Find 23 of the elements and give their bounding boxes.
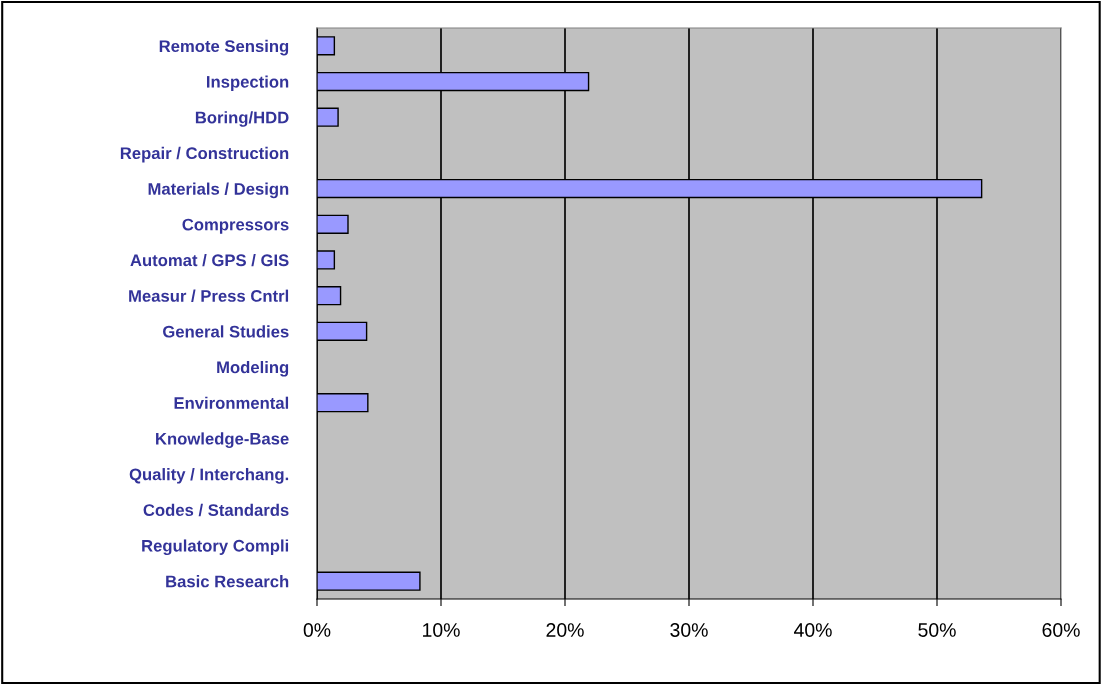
y-tick-label: Codes / Standards: [143, 503, 289, 517]
x-tick-label: 60%: [1042, 623, 1080, 637]
y-tick-label: Automat / GPS / GIS: [130, 253, 289, 267]
y-tick-label: Remote Sensing: [159, 39, 289, 56]
x-tick-label: 10%: [423, 623, 460, 637]
y-tick-label: Basic Research: [166, 575, 289, 588]
x-tick-label: 30%: [670, 623, 708, 637]
y-tick-label: Repair / Construction: [120, 146, 289, 163]
y-tick-label: Environmental: [174, 396, 289, 409]
y-tick-label: Modeling: [217, 360, 289, 377]
y-tick-label: Measur / Press Cntrl: [129, 289, 289, 303]
y-tick-label: Inspection: [207, 75, 289, 92]
y-tick-label: Regulatory Compli: [142, 539, 289, 556]
y-tick-label: General Studies: [163, 325, 289, 338]
x-tick-label: 20%: [546, 623, 584, 637]
y-tick-label: Boring/HDD: [195, 111, 289, 127]
x-tick-label: 40%: [793, 623, 832, 637]
y-tick-label: Materials / Design: [148, 182, 289, 199]
x-tick-label: 0%: [303, 623, 331, 637]
y-tick-label: Knowledge-Base: [156, 432, 289, 448]
y-tick-label: Compressors: [182, 218, 289, 234]
y-tick-label: Quality / Interchang.: [129, 468, 289, 484]
x-tick-label: 50%: [918, 623, 956, 637]
